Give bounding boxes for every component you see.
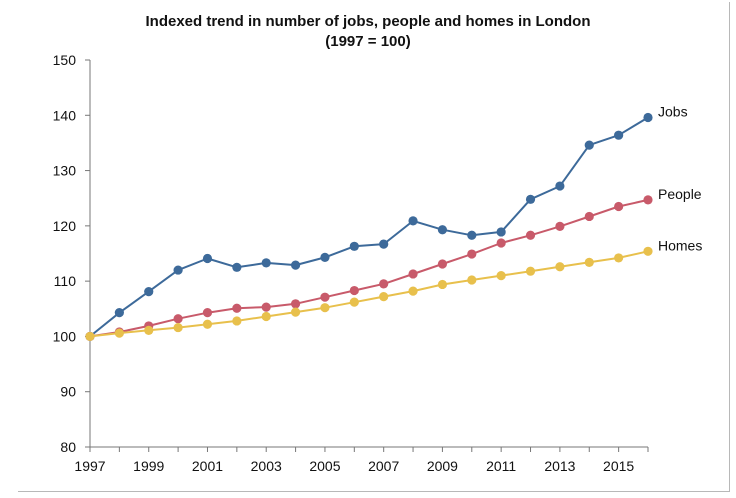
x-tick-label: 2003 [251, 458, 282, 474]
x-tick-label: 2009 [427, 458, 458, 474]
series-label-people: People [658, 186, 702, 202]
series-layer [85, 112, 653, 342]
data-point-homes [202, 319, 213, 329]
data-point-jobs [232, 262, 242, 272]
y-tick-label: 80 [60, 439, 76, 455]
y-tick-label: 150 [53, 52, 77, 68]
data-point-homes [467, 275, 477, 285]
data-point-jobs [261, 258, 271, 268]
x-tick-label: 2005 [309, 458, 340, 474]
data-point-homes [643, 246, 653, 256]
chart-frame [18, 2, 730, 492]
y-tick-label: 100 [53, 328, 77, 344]
data-point-jobs [114, 308, 124, 318]
series-label-jobs: Jobs [658, 103, 688, 119]
data-point-jobs [555, 181, 565, 191]
data-point-homes [349, 297, 359, 307]
data-point-people [496, 238, 506, 248]
x-tick-label: 2001 [192, 458, 223, 474]
series-labels: Jobs People Homes [658, 103, 702, 253]
data-point-people [379, 279, 389, 289]
chart-subtitle: (1997 = 100) [325, 33, 410, 50]
series-label-homes: Homes [658, 237, 702, 253]
x-tick-label: 2013 [544, 458, 575, 474]
data-point-jobs [496, 227, 506, 237]
data-point-people [643, 195, 653, 205]
y-tick-label: 90 [60, 384, 76, 400]
data-point-homes [379, 292, 389, 302]
data-point-people [173, 314, 183, 324]
series-homes [85, 246, 653, 342]
data-point-homes [114, 328, 124, 338]
series-people [85, 195, 653, 342]
data-point-homes [555, 262, 565, 272]
data-point-jobs [173, 265, 183, 275]
data-point-people [555, 221, 565, 232]
data-point-homes [320, 303, 330, 313]
data-point-people [408, 269, 418, 279]
x-tick-label: 2007 [368, 458, 399, 474]
data-point-jobs [525, 194, 536, 204]
series-line-people [89, 198, 649, 338]
data-point-people [437, 259, 448, 269]
data-point-jobs [643, 112, 653, 123]
data-point-jobs [437, 225, 448, 235]
data-point-people [525, 230, 536, 240]
data-point-jobs [584, 140, 594, 150]
data-point-people [290, 299, 301, 309]
data-point-homes [614, 253, 624, 263]
series-jobs [85, 112, 653, 342]
data-point-homes [144, 325, 154, 335]
data-point-people [467, 249, 477, 259]
data-point-people [261, 302, 271, 312]
series-line-homes [89, 250, 649, 338]
data-point-people [614, 201, 624, 212]
data-point-homes [290, 307, 301, 317]
y-tick-label: 140 [53, 107, 77, 123]
data-point-jobs [379, 239, 389, 249]
chart-title: Indexed trend in number of jobs, people … [145, 13, 590, 30]
x-ticks: 1997 1999 2001 2003 2005 2007 2009 2011 2013 2015 [74, 447, 649, 474]
y-tick-label: 130 [53, 163, 77, 179]
data-point-people [202, 308, 213, 318]
data-point-jobs [290, 260, 301, 270]
data-point-homes [261, 311, 271, 322]
data-point-jobs [202, 253, 213, 264]
y-tick-label: 110 [54, 273, 77, 289]
data-point-jobs [614, 130, 624, 140]
data-point-jobs [408, 216, 418, 226]
x-tick-label: 2011 [486, 458, 516, 474]
data-point-people [232, 303, 242, 313]
data-point-jobs [467, 230, 477, 240]
x-tick-label: 2015 [603, 458, 634, 474]
data-point-homes [496, 271, 506, 281]
data-point-jobs [144, 287, 154, 297]
data-point-jobs [320, 252, 330, 262]
data-point-jobs [349, 241, 359, 251]
data-point-homes [173, 322, 183, 333]
y-tick-label: 120 [53, 218, 77, 234]
series-line-jobs [89, 116, 649, 338]
x-tick-label: 1997 [74, 458, 105, 474]
data-point-people [320, 292, 330, 302]
data-point-homes [85, 331, 95, 342]
data-point-homes [408, 286, 418, 296]
x-tick-label: 1999 [133, 458, 164, 474]
data-point-people [584, 211, 594, 222]
data-point-homes [437, 279, 448, 290]
data-point-homes [584, 257, 594, 267]
data-point-homes [232, 316, 242, 326]
data-point-homes [525, 266, 536, 276]
data-point-people [349, 285, 359, 296]
y-ticks: 80 90 100 110 120 130 140 150 [53, 52, 90, 455]
